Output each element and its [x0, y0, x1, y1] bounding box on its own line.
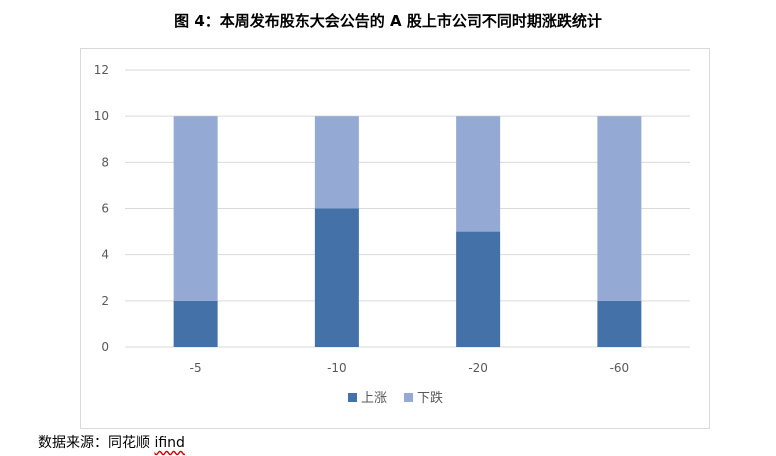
y-tick-label: 12 [94, 63, 109, 77]
source-tool: ifind [154, 435, 185, 451]
x-tick-label: -5 [190, 361, 202, 375]
legend-swatch [348, 393, 357, 402]
y-tick-label: 0 [101, 340, 109, 354]
legend-label: 上涨 [361, 391, 387, 406]
bar-up [173, 300, 218, 347]
y-tick-label: 10 [94, 109, 109, 123]
bar-down [597, 116, 642, 301]
y-tick-label: 6 [101, 202, 109, 216]
bar-down [456, 116, 501, 232]
legend-label: 下跌 [417, 390, 443, 406]
bar-down [314, 116, 359, 209]
y-tick-label: 4 [101, 248, 109, 262]
y-tick-label: 8 [101, 155, 109, 169]
bar-down [173, 116, 218, 301]
source-label: 数据来源：同花顺 [38, 435, 155, 451]
bar-up [314, 208, 359, 347]
source-note: 数据来源：同花顺 ifind [38, 432, 185, 452]
figure-title: 图 4：本周发布股东大会公告的 A 股上市公司不同时期涨跌统计 [174, 12, 602, 30]
legend-swatch [404, 393, 413, 402]
bar-up [597, 300, 642, 347]
y-tick-label: 2 [101, 294, 109, 308]
bar-up [456, 231, 501, 347]
x-tick-label: -10 [327, 361, 347, 375]
x-tick-label: -20 [468, 361, 488, 375]
x-tick-label: -60 [610, 361, 630, 375]
